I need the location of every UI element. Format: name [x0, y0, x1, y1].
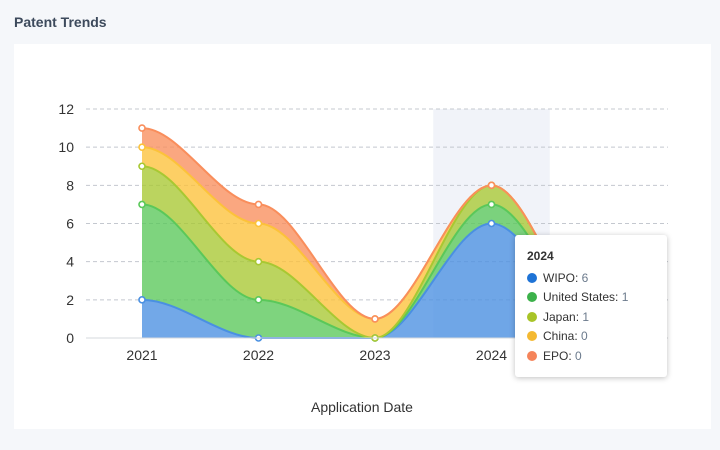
y-tick-label-0: 0: [66, 330, 74, 346]
legend-dot-icon: [527, 292, 537, 302]
x-tick-label-2023: 2023: [359, 347, 390, 363]
y-tick-label-4: 4: [66, 254, 74, 270]
legend-dot-icon: [527, 351, 537, 361]
tooltip-row-japan: Japan: 1: [527, 307, 655, 327]
x-tick-label-2022: 2022: [243, 347, 274, 363]
point-epo-2021: [139, 125, 145, 131]
chart: 02468101220212022202320242025 Applicatio…: [0, 0, 720, 450]
point-wipo-2021: [139, 297, 145, 303]
tooltip-row-united-states: United States: 1: [527, 288, 655, 308]
legend-dot-icon: [527, 273, 537, 283]
tooltip-series-name: Japan: [543, 310, 576, 324]
point-united-states-2024: [489, 201, 495, 207]
point-wipo-2024: [489, 221, 495, 227]
tooltip-series-value: 1: [622, 290, 629, 304]
tooltip-row-wipo: WIPO: 6: [527, 268, 655, 288]
tooltip-series-value: 1: [582, 310, 589, 324]
tooltip-row-china: China: 0: [527, 327, 655, 347]
x-tick-label-2024: 2024: [476, 347, 507, 363]
point-epo-2024: [489, 182, 495, 188]
point-japan-2022: [256, 259, 262, 265]
chart-tooltip: 2024 WIPO: 6United States: 1Japan: 1Chin…: [515, 235, 667, 377]
point-united-states-2022: [256, 297, 262, 303]
tooltip-row-epo: EPO: 0: [527, 346, 655, 366]
tooltip-separator: :: [575, 271, 582, 285]
y-tick-label-12: 12: [58, 101, 74, 117]
tooltip-separator: :: [574, 329, 581, 343]
point-united-states-2021: [139, 201, 145, 207]
y-tick-label-10: 10: [58, 139, 74, 155]
tooltip-series-name: China: [543, 329, 574, 343]
tooltip-title: 2024: [527, 249, 655, 263]
tooltip-series-value: 0: [575, 349, 582, 363]
x-axis-label: Application Date: [311, 399, 413, 415]
point-china-2022: [256, 221, 262, 227]
point-epo-2022: [256, 201, 262, 207]
tooltip-series-name: United States: [543, 290, 615, 304]
point-epo-2023: [372, 316, 378, 322]
legend-dot-icon: [527, 331, 537, 341]
tooltip-separator: :: [615, 290, 622, 304]
tooltip-series-value: 0: [581, 329, 588, 343]
y-tick-label-6: 6: [66, 216, 74, 232]
x-tick-label-2021: 2021: [126, 347, 157, 363]
tooltip-separator: :: [576, 310, 583, 324]
y-tick-label-8: 8: [66, 177, 74, 193]
tooltip-series-name: WIPO: [543, 271, 575, 285]
tooltip-series-value: 6: [582, 271, 589, 285]
tooltip-separator: :: [568, 349, 575, 363]
y-tick-label-2: 2: [66, 292, 74, 308]
point-china-2021: [139, 144, 145, 150]
tooltip-series-name: EPO: [543, 349, 568, 363]
legend-dot-icon: [527, 312, 537, 322]
point-japan-2021: [139, 163, 145, 169]
